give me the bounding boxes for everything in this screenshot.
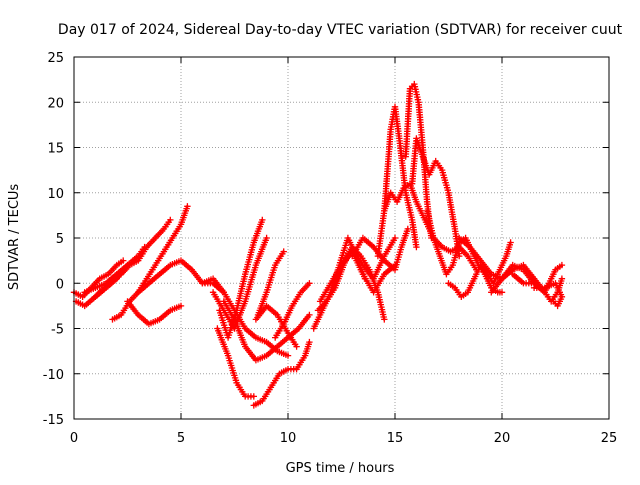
series-pass-12 (220, 298, 313, 364)
y-tick-label: 10 (47, 187, 64, 202)
data-point (250, 393, 257, 400)
series-pass-30 (509, 271, 566, 305)
y-tick-label: 25 (47, 51, 64, 66)
tick-layer: 0 5 10 15 20 25 -15 -10 -5 0 5 10 15 20 25 (43, 51, 618, 446)
data-point (177, 302, 185, 310)
x-tick-label: 5 (177, 431, 185, 446)
series-layer (70, 80, 566, 409)
x-tick-label: 0 (70, 431, 78, 446)
data-point (263, 234, 270, 242)
data-point (413, 243, 420, 251)
y-tick-label: 20 (47, 96, 64, 111)
x-axis-label: GPS time / hours (286, 461, 395, 476)
y-axis-label: SDTVAR / TECUs (7, 184, 22, 291)
series-pass-25 (408, 135, 463, 260)
series-pass-11 (214, 325, 257, 400)
y-tick-label: -15 (43, 413, 64, 428)
data-point (550, 298, 557, 305)
series-pass-24 (402, 80, 435, 242)
data-point (404, 225, 411, 233)
data-point (167, 216, 174, 224)
series-pass-04 (92, 216, 174, 300)
data-point (391, 234, 399, 242)
series-pass-06 (124, 298, 185, 328)
data-point (120, 257, 127, 264)
series-line (216, 327, 255, 398)
data-point (381, 316, 388, 323)
grid-layer (74, 57, 609, 419)
series-pass-09 (209, 234, 270, 332)
data-point (558, 275, 566, 282)
y-tick-label: 5 (56, 232, 64, 247)
x-tick-label: 10 (280, 431, 297, 446)
y-tick-label: -10 (43, 368, 64, 383)
y-tick-label: 15 (47, 142, 64, 157)
data-point (293, 343, 300, 350)
y-tick-label: 0 (56, 277, 64, 292)
series-pass-16 (272, 280, 313, 341)
series-pass-21 (349, 225, 411, 273)
series-pass-22 (374, 103, 420, 260)
x-tick-label: 25 (601, 431, 618, 446)
data-point (306, 338, 313, 346)
series-pass-13 (250, 338, 313, 409)
data-point (558, 261, 566, 269)
data-point (284, 352, 292, 359)
chart-title: Day 017 of 2024, Sidereal Day-to-day VTE… (58, 22, 623, 38)
data-point (184, 203, 191, 210)
series-pass-15 (254, 248, 287, 319)
series-pass-10 (216, 216, 266, 341)
data-point (306, 280, 313, 287)
data-point (259, 216, 266, 224)
y-tick-label: -5 (51, 323, 64, 338)
x-tick-label: 15 (387, 431, 404, 446)
data-point (306, 311, 313, 319)
x-tick-label: 20 (494, 431, 511, 446)
data-point (507, 239, 514, 246)
data-point (498, 289, 506, 296)
series-pass-31 (530, 280, 566, 310)
data-point (456, 252, 463, 260)
data-point (280, 248, 287, 255)
